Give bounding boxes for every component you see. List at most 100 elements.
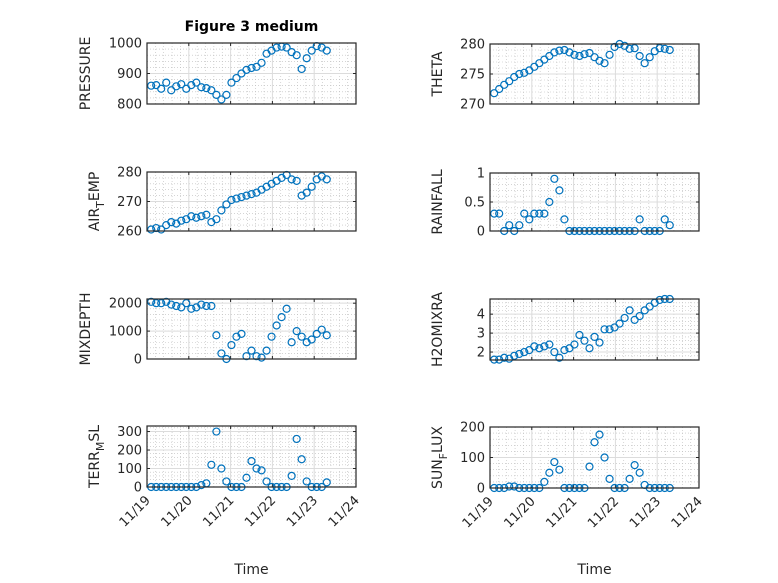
- data-point: [535, 344, 544, 353]
- data-point: [302, 477, 311, 486]
- y-tick-label: 0.5: [464, 196, 485, 211]
- data-point: [302, 54, 311, 63]
- data-point: [600, 453, 609, 462]
- data-point: [515, 69, 524, 79]
- data-point: [600, 59, 609, 68]
- data-point: [500, 353, 509, 362]
- data-point: [292, 51, 301, 60]
- y-tick-label: 0: [477, 482, 485, 497]
- data-point: [600, 325, 609, 334]
- data-point: [495, 84, 504, 94]
- data-point: [197, 83, 206, 92]
- data-point: [550, 174, 559, 183]
- axes-box: [489, 426, 700, 489]
- data-point: [545, 468, 554, 477]
- data-point: [222, 200, 231, 209]
- axes-box: [146, 42, 357, 105]
- data-point: [177, 303, 186, 312]
- x-tick-label: 11/19: [117, 493, 154, 530]
- data-point: [515, 349, 524, 359]
- y-axis-label-part: SUN: [430, 459, 446, 489]
- data-point: [287, 338, 296, 347]
- y-axis-label-part: PRESSURE: [78, 37, 94, 111]
- data-point: [585, 48, 594, 58]
- data-point: [222, 477, 231, 486]
- y-axis-label: PRESSURE: [78, 37, 94, 111]
- x-tick-label: 11/23: [284, 493, 321, 530]
- y-axis-label: RAINFALL: [430, 169, 446, 234]
- data-point: [580, 50, 589, 59]
- data-point: [252, 352, 261, 361]
- data-point: [635, 311, 644, 321]
- y-axis-label-part: M: [94, 442, 107, 452]
- data-point: [167, 86, 176, 95]
- data-point: [550, 48, 559, 57]
- subplot-sun_flux: 0 100 200 SUNFLUX 11/19 11/20 11/21 11/22 11/23 1…: [430, 421, 706, 579]
- y-axis-label: THETA: [430, 51, 446, 97]
- data-point: [182, 299, 191, 308]
- data-point: [187, 80, 196, 90]
- subplot-pressure: 800 900 1000 PRESSURE Figure 3 medium: [78, 19, 357, 113]
- data-point: [665, 221, 674, 230]
- y-tick-label: 270: [460, 98, 485, 113]
- data-point: [177, 216, 186, 225]
- data-point: [530, 342, 539, 351]
- data-point: [297, 64, 306, 74]
- data-point: [242, 191, 251, 200]
- data-point: [605, 474, 614, 483]
- data-point: [292, 326, 301, 336]
- data-point: [237, 192, 246, 202]
- data-point: [152, 299, 161, 308]
- data-point: [292, 434, 301, 444]
- data-point: [550, 347, 559, 357]
- data-point: [287, 175, 296, 184]
- data-point: [635, 468, 644, 477]
- data-point: [257, 353, 266, 362]
- data-point: [217, 349, 226, 358]
- y-axis-label: H2OMIXRA: [430, 292, 446, 367]
- data-point: [317, 325, 326, 334]
- data-point: [550, 457, 559, 467]
- y-tick-label: 1000: [109, 37, 142, 52]
- data-point: [247, 457, 256, 466]
- data-point: [595, 56, 604, 65]
- y-axis-label-part: MIXDEPTH: [78, 293, 94, 366]
- data-point: [157, 299, 166, 308]
- y-axis-label-part: T: [94, 201, 107, 209]
- data-point: [625, 44, 634, 53]
- data-point: [147, 225, 156, 234]
- y-tick-label: 100: [117, 462, 142, 477]
- data-point: [257, 466, 266, 475]
- data-point: [495, 209, 504, 218]
- data-point: [585, 462, 594, 471]
- data-point: [202, 84, 211, 93]
- subplot-h2omixra: 2 3 4 H2OMIXRA: [430, 292, 700, 367]
- data-point: [555, 186, 564, 195]
- subplot-rainfall: 0 0.5 1 RAINFALL: [430, 167, 700, 240]
- data-point: [635, 215, 644, 224]
- data-point: [157, 84, 166, 93]
- data-point: [635, 51, 644, 61]
- data-point: [277, 313, 286, 322]
- chart-title: Figure 3 medium: [185, 19, 319, 35]
- data-point: [312, 329, 321, 338]
- data-point: [490, 89, 499, 98]
- data-point: [247, 190, 256, 199]
- data-point: [282, 43, 291, 52]
- x-axis-label: Time: [233, 562, 268, 578]
- data-point: [595, 338, 604, 347]
- data-point: [242, 352, 251, 361]
- data-point: [660, 215, 669, 224]
- y-tick-label: 3: [477, 327, 485, 342]
- data-point: [192, 78, 201, 87]
- axes-box: [489, 43, 700, 105]
- data-point: [590, 332, 599, 341]
- data-point: [322, 331, 331, 340]
- data-point: [520, 209, 529, 218]
- y-axis-label-part: AIR: [87, 208, 103, 232]
- data-point: [222, 90, 231, 99]
- data-point: [157, 225, 166, 234]
- data-point: [490, 209, 499, 218]
- data-point: [322, 478, 331, 487]
